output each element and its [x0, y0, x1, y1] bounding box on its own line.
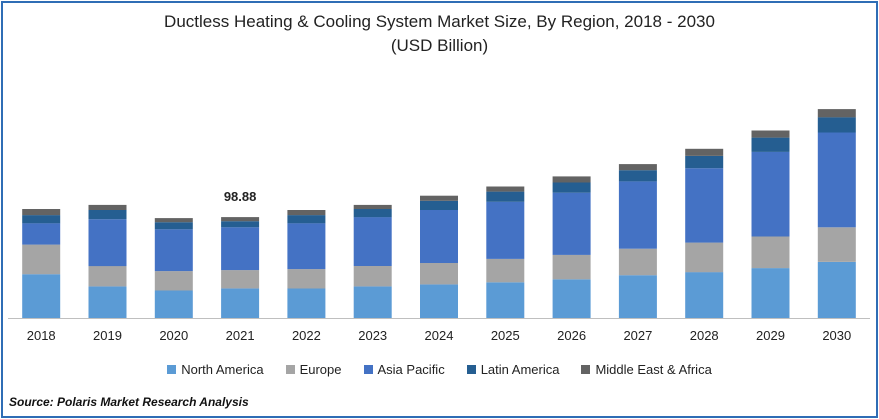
x-tick-label-2029: 2029	[756, 328, 785, 343]
x-tick-label-2024: 2024	[425, 328, 454, 343]
legend-swatch	[285, 365, 295, 374]
x-tick-label-2018: 2018	[27, 328, 56, 343]
bar-segment-2024-middle-east-africa	[420, 195, 458, 201]
bar-segment-2027-latin-america	[618, 170, 657, 182]
bar-segment-2018-asia-pacific	[22, 223, 61, 245]
data-label-2021-total: 98.88	[224, 189, 257, 204]
x-tick-label-2023: 2023	[358, 328, 387, 343]
chart-legend: North America Europe Asia Pacific Latin Ame…	[0, 362, 879, 377]
bar-segment-2024-asia-pacific	[420, 210, 458, 263]
bar-segment-2028-north-america	[685, 272, 724, 318]
bar-segment-2022-middle-east-africa	[287, 210, 326, 216]
bar-segment-2022-north-america	[287, 288, 326, 318]
bar-segment-2026-middle-east-africa	[552, 176, 591, 183]
bar-segment-2030-middle-east-africa	[817, 109, 856, 118]
bar-segment-2027-middle-east-africa	[618, 164, 657, 171]
legend-item-middle-east-africa: Middle East & Africa	[581, 362, 712, 377]
legend-item-latin-america: Latin America	[466, 362, 560, 377]
bar-segment-2021-asia-pacific	[221, 227, 260, 271]
bar-segment-2025-europe	[486, 258, 525, 283]
x-tick-label-2028: 2028	[690, 328, 719, 343]
bar-segment-2020-asia-pacific	[154, 229, 193, 272]
legend-label: Latin America	[480, 362, 560, 377]
bar-segment-2030-north-america	[817, 262, 856, 318]
bar-segment-2027-asia-pacific	[618, 181, 657, 249]
bar-segment-2022-asia-pacific	[287, 223, 326, 270]
legend-swatch	[167, 365, 177, 374]
x-tick-label-2020: 2020	[159, 328, 188, 343]
bar-segment-2028-latin-america	[685, 156, 724, 169]
bar-segment-2025-middle-east-africa	[486, 186, 525, 192]
bar-segment-2021-middle-east-africa	[221, 217, 260, 222]
bar-segment-2029-latin-america	[751, 137, 790, 152]
bar-segment-2018-latin-america	[22, 215, 61, 224]
bar-segment-2028-middle-east-africa	[685, 148, 724, 156]
legend-swatch	[581, 365, 591, 374]
bar-segment-2020-middle-east-africa	[154, 218, 193, 223]
bar-segment-2024-europe	[420, 263, 458, 285]
bar-segment-2029-north-america	[751, 268, 790, 318]
legend-swatch	[363, 365, 373, 374]
bar-segment-2023-latin-america	[353, 209, 392, 218]
bar-segment-2019-middle-east-africa	[88, 204, 127, 210]
bar-segment-2018-europe	[22, 244, 61, 275]
bar-segment-2026-asia-pacific	[552, 192, 591, 255]
bar-segment-2019-latin-america	[88, 210, 127, 220]
bar-segment-2030-latin-america	[817, 117, 856, 133]
legend-label: Europe	[299, 362, 342, 377]
bar-segment-2026-europe	[552, 254, 591, 280]
chart-subtitle: (USD Billion)	[390, 36, 489, 55]
bar-segment-2030-europe	[817, 227, 856, 262]
legend-item-north-america: North America	[167, 362, 264, 377]
bar-segment-2028-europe	[685, 242, 724, 273]
x-tick-label-2025: 2025	[491, 328, 520, 343]
bar-segment-2020-north-america	[154, 290, 193, 318]
source-note: Source: Polaris Market Research Analysis	[9, 395, 249, 409]
bar-segment-2021-europe	[221, 270, 260, 289]
bar-segment-2024-latin-america	[420, 200, 458, 210]
bar-segment-2021-latin-america	[221, 221, 260, 228]
x-tick-label-2019: 2019	[93, 328, 122, 343]
bar-segment-2026-latin-america	[552, 182, 591, 193]
bar-segment-2029-asia-pacific	[751, 151, 790, 237]
legend-swatch	[466, 365, 476, 374]
bar-segment-2028-asia-pacific	[685, 168, 724, 243]
legend-label: North America	[181, 362, 264, 377]
bar-segment-2029-middle-east-africa	[751, 130, 790, 138]
x-tick-label-2030: 2030	[822, 328, 851, 343]
bar-segment-2026-north-america	[552, 279, 591, 318]
bar-segment-2027-europe	[618, 248, 657, 276]
x-tick-label-2022: 2022	[292, 328, 321, 343]
bar-segment-2022-europe	[287, 269, 326, 289]
x-tick-label-2027: 2027	[623, 328, 652, 343]
bar-segment-2022-latin-america	[287, 215, 326, 224]
bar-segment-2027-north-america	[618, 275, 657, 318]
bar-segment-2020-latin-america	[154, 222, 193, 230]
bar-segment-2023-middle-east-africa	[353, 204, 392, 209]
bar-segment-2019-asia-pacific	[88, 219, 127, 267]
bar-segment-2018-north-america	[22, 274, 61, 318]
x-tick-label-2021: 2021	[226, 328, 255, 343]
bar-segment-2029-europe	[751, 236, 790, 269]
bar-segment-2019-north-america	[88, 286, 127, 318]
bar-segment-2023-europe	[353, 266, 392, 287]
bar-segment-2018-middle-east-africa	[22, 209, 61, 216]
bar-segment-2020-europe	[154, 271, 193, 291]
bar-segment-2023-asia-pacific	[353, 217, 392, 266]
legend-label: Asia Pacific	[377, 362, 445, 377]
bar-segment-2023-north-america	[353, 286, 392, 318]
bar-segment-2025-latin-america	[486, 191, 525, 202]
bar-segment-2030-asia-pacific	[817, 132, 856, 228]
bar-segment-2019-europe	[88, 266, 127, 287]
legend-item-europe: Europe	[285, 362, 342, 377]
legend-label: Middle East & Africa	[595, 362, 712, 377]
x-tick-label-2026: 2026	[557, 328, 586, 343]
bar-segment-2021-north-america	[221, 288, 260, 318]
legend-item-asia-pacific: Asia Pacific	[363, 362, 445, 377]
chart-title: Ductless Heating & Cooling System Market…	[164, 12, 715, 31]
bar-segment-2024-north-america	[420, 284, 458, 318]
bar-segment-2025-north-america	[486, 282, 525, 318]
bar-segment-2025-asia-pacific	[486, 201, 525, 259]
